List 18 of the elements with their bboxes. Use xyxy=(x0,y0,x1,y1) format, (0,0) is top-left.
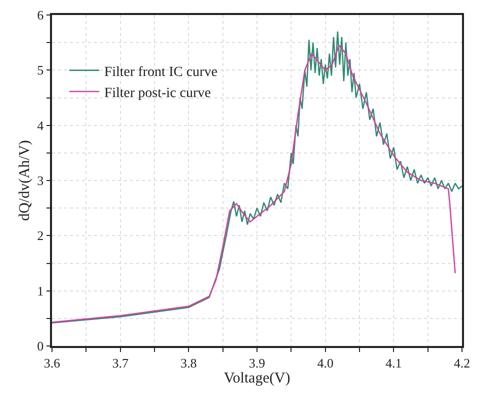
y-axis-title: dQ/dv(Ah/V) xyxy=(16,140,33,221)
y-tick-label: 1 xyxy=(37,283,44,298)
y-tick-label: 4 xyxy=(37,118,44,133)
x-tick-label: 4.0 xyxy=(317,355,334,370)
x-tick-label: 4.1 xyxy=(386,355,402,370)
x-tick-label: 3.7 xyxy=(112,355,129,370)
y-tick-label: 5 xyxy=(37,62,44,78)
y-tick-label: 0 xyxy=(37,338,44,354)
y-tick-label: 6 xyxy=(37,8,44,23)
legend-label: Filter post-ic curve xyxy=(104,86,211,101)
y-tick-label: 3 xyxy=(37,173,44,188)
x-tick-label: 3.6 xyxy=(44,355,61,370)
x-axis-title: Voltage(V) xyxy=(224,370,290,386)
x-tick-label: 3.9 xyxy=(248,355,266,370)
x-tick-label: 4.2 xyxy=(454,355,470,370)
legend-label: Filter front IC curve xyxy=(104,64,218,80)
x-tick-label: 3.8 xyxy=(180,355,197,370)
y-tick-label: 2 xyxy=(37,228,44,244)
